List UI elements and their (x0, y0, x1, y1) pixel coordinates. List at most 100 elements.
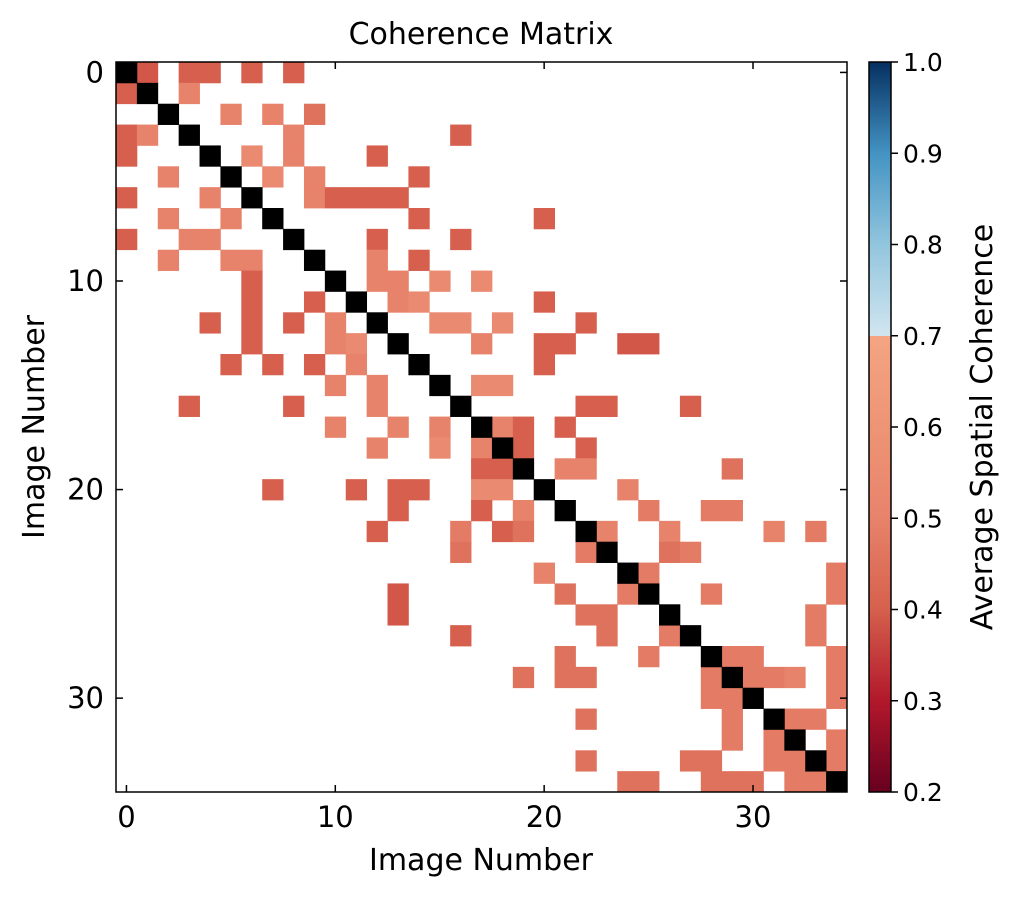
diagonal-cell (679, 625, 702, 647)
colorbar-ticks: 0.2 0.3 0.4 0.5 0.6 0.7 0.8 0.9 1.0 (891, 48, 943, 807)
heatmap-cell (178, 82, 200, 105)
heatmap-cell (554, 458, 576, 480)
heatmap-cell (575, 395, 597, 417)
heatmap-cell (491, 520, 514, 543)
diagonal-cell (178, 124, 200, 146)
diagonal-cell (638, 583, 660, 605)
heatmap-cell (116, 187, 138, 209)
y-axis-label: Image Number (17, 314, 52, 539)
heatmap-cell (826, 729, 848, 751)
heatmap-cell (157, 249, 180, 271)
heatmap-cell (512, 416, 535, 438)
heatmap-cell (533, 354, 555, 376)
heatmap-cell (471, 333, 493, 355)
heatmap-cell (512, 500, 535, 522)
heatmap-cell (387, 270, 409, 292)
heatmap-cell (491, 458, 514, 480)
heatmap-cell (408, 291, 430, 313)
heatmap-cell (596, 604, 618, 626)
heatmap-cell (826, 562, 848, 584)
diagonal-cell (366, 312, 388, 334)
heatmap-cell (575, 312, 597, 334)
diagonal-cell (617, 562, 639, 584)
x-tick-label: 20 (526, 800, 563, 834)
chart-title: Coherence Matrix (349, 17, 614, 52)
colorbar-tick-label: 0.8 (903, 231, 943, 260)
diagonal-cell (742, 687, 764, 709)
diagonal-cell (408, 354, 430, 376)
heatmap-cell (805, 771, 827, 793)
heatmap-cell (638, 771, 660, 793)
heatmap-cell (387, 583, 409, 605)
heatmap-cell (429, 416, 451, 438)
heatmap-cell (533, 562, 555, 584)
heatmap-cell (387, 479, 409, 501)
heatmap-cell (491, 416, 514, 438)
heatmap-cell (742, 771, 764, 793)
heatmap-cell (575, 666, 597, 689)
heatmap-cell (283, 124, 305, 146)
diagonal-cell (533, 479, 555, 501)
diagonal-cell (283, 228, 305, 251)
heatmap-cell (450, 312, 472, 334)
heatmap-cell (721, 708, 743, 730)
heatmap-cell (241, 270, 263, 292)
heatmap-cell (178, 62, 200, 84)
heatmap-cell (679, 395, 702, 417)
heatmap-cell (199, 312, 221, 334)
heatmap-cell (387, 291, 409, 313)
diagonal-cell (721, 666, 743, 689)
heatmap-cell (303, 166, 326, 188)
heatmap-cell (805, 625, 827, 647)
heatmap-cell (366, 520, 388, 543)
colorbar-tick-label: 0.2 (903, 778, 943, 807)
y-tick-label: 30 (67, 681, 104, 715)
heatmap-cell (178, 228, 200, 251)
x-tick-label: 30 (735, 800, 772, 834)
heatmap-cell (638, 646, 660, 668)
heatmap-cell (262, 103, 284, 125)
colorbar-tick-label: 1.0 (903, 48, 943, 77)
heatmap-cell (408, 479, 430, 501)
heatmap-cell (554, 416, 576, 438)
diagonal-cell (116, 62, 138, 84)
heatmap-cell (241, 312, 263, 334)
heatmap-cell (303, 354, 326, 376)
heatmap-cell (491, 374, 514, 397)
heatmap-cell (512, 437, 535, 459)
heatmap-cell (763, 520, 785, 543)
heatmap-cell (387, 187, 409, 209)
heatmap-cell (826, 687, 848, 709)
heatmap-cell (324, 312, 347, 334)
heatmap-cell (826, 583, 848, 605)
heatmap-cell (805, 520, 827, 543)
diagonal-cell (805, 750, 827, 772)
plot-frame (115, 61, 848, 793)
heatmap-cell (471, 374, 493, 397)
heatmap-cell (324, 374, 347, 397)
heatmap-cell (575, 458, 597, 480)
heatmap-cell (220, 208, 242, 230)
heatmap-cell (721, 687, 743, 709)
heatmap-cell (450, 520, 472, 543)
heatmap-cell (575, 604, 597, 626)
heatmap-cell (241, 333, 263, 355)
heatmap-cell (220, 354, 242, 376)
heatmap-cell (596, 625, 618, 647)
heatmap-cell (596, 395, 618, 417)
x-axis-label: Image Number (369, 843, 594, 878)
heatmap-cell (617, 583, 639, 605)
heatmap-cell (638, 500, 660, 522)
heatmap-cell (617, 771, 639, 793)
heatmap-cell (471, 270, 493, 292)
heatmap-cell (512, 520, 535, 543)
heatmap-cell (366, 437, 388, 459)
heatmap-cell (784, 750, 806, 772)
heatmap-cell (136, 124, 159, 146)
heatmap-cell (700, 771, 723, 793)
colorbar-tick-label: 0.5 (903, 504, 943, 533)
heatmap-cell (700, 583, 723, 605)
heatmap-cell (220, 249, 242, 271)
diagonal-cell (450, 395, 472, 417)
